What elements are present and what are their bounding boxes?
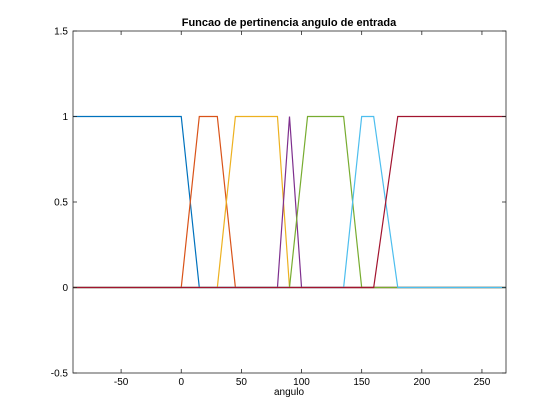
x-tick-label: -50	[114, 377, 129, 388]
y-tick-label: 0.5	[54, 198, 68, 209]
y-tick-label: 1	[62, 112, 68, 123]
y-tick-label: -0.5	[51, 369, 69, 380]
series-line-7	[73, 115, 506, 289]
axes: -50 0 50 100 150 200 250 -0.5 0 0.5 1 1.5	[51, 27, 507, 388]
y-tick-label: 1.5	[54, 27, 68, 38]
x-tick-label: 100	[293, 377, 310, 388]
x-tick-label: 150	[353, 377, 370, 388]
plot-area	[73, 31, 506, 373]
series-group	[73, 115, 506, 289]
x-tick-label: 0	[178, 377, 184, 388]
chart-title: Funcao de pertinencia angulo de entrada	[182, 17, 397, 29]
x-tick-label: 250	[474, 377, 491, 388]
x-tick-label: 50	[236, 377, 248, 388]
plot-background	[73, 31, 506, 373]
x-tick-label: 200	[413, 377, 430, 388]
x-axis-label: angulo	[274, 387, 304, 398]
y-tick-label: 0	[62, 283, 68, 294]
